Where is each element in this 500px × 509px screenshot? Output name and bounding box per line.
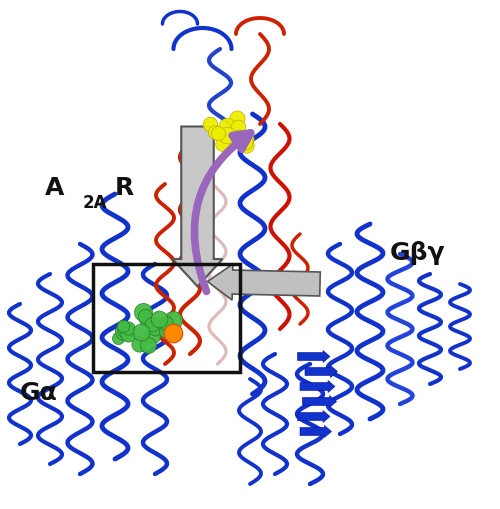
Point: [234, 124, 242, 132]
Point: [148, 331, 156, 340]
Point: [161, 327, 169, 335]
Point: [218, 140, 226, 149]
Point: [240, 136, 248, 145]
Point: [240, 138, 248, 147]
FancyArrow shape: [172, 127, 222, 287]
Point: [114, 334, 122, 342]
Text: Gβγ: Gβγ: [390, 241, 446, 265]
Text: A: A: [45, 176, 64, 200]
Bar: [92, 265, 240, 372]
Point: [206, 120, 214, 128]
FancyArrow shape: [298, 411, 330, 422]
Point: [162, 320, 170, 328]
Text: Gα: Gα: [20, 380, 58, 404]
Point: [144, 341, 152, 349]
Point: [222, 132, 230, 140]
Text: R: R: [115, 176, 134, 200]
Point: [151, 325, 159, 333]
Point: [142, 312, 150, 320]
Point: [242, 136, 250, 144]
Point: [139, 308, 147, 316]
FancyArrow shape: [305, 366, 338, 378]
Point: [124, 325, 132, 333]
Point: [119, 322, 127, 330]
Point: [123, 326, 131, 334]
Point: [138, 328, 145, 336]
Point: [134, 341, 142, 349]
Point: [142, 315, 150, 323]
Point: [242, 142, 250, 150]
Point: [224, 123, 232, 131]
FancyArrow shape: [208, 265, 320, 300]
Point: [120, 327, 128, 335]
Point: [214, 129, 222, 137]
FancyArrow shape: [298, 351, 330, 363]
Point: [235, 133, 243, 142]
Point: [154, 316, 162, 324]
Point: [170, 316, 177, 324]
Point: [148, 321, 156, 329]
Point: [211, 128, 219, 136]
Text: 2A: 2A: [82, 193, 107, 211]
Point: [120, 326, 128, 334]
FancyArrow shape: [300, 381, 335, 393]
Point: [168, 329, 176, 337]
FancyArrow shape: [302, 395, 336, 408]
Point: [233, 115, 241, 123]
Point: [224, 140, 232, 148]
FancyArrow shape: [300, 426, 332, 438]
Point: [124, 331, 132, 339]
